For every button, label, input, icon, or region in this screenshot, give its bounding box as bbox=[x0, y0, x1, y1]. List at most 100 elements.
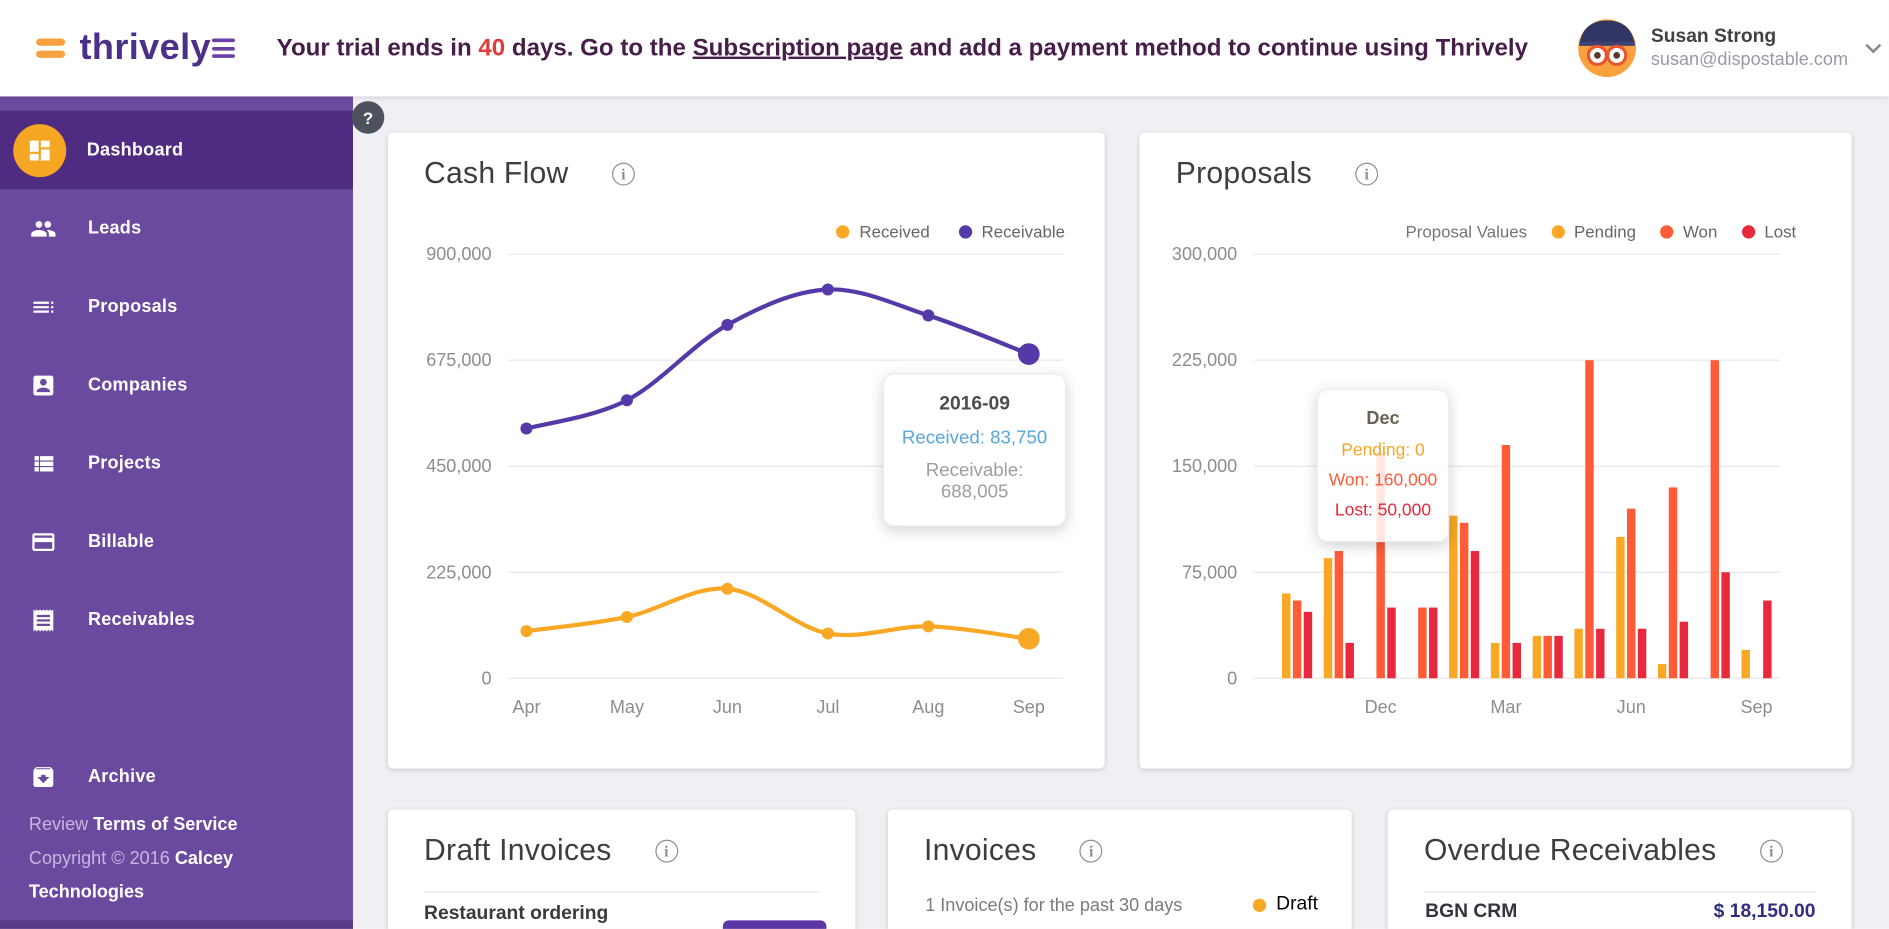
svg-text:Sep: Sep bbox=[1013, 697, 1045, 717]
dashboard-icon bbox=[13, 123, 67, 177]
trial-text: Your trial ends in bbox=[276, 34, 479, 61]
trial-banner: Your trial ends in 40 days. Go to the Su… bbox=[277, 0, 1528, 96]
tooltip-title: Dec bbox=[1366, 408, 1400, 429]
legend-item-lost[interactable]: Lost bbox=[1741, 222, 1796, 241]
legend-item-received[interactable]: Received bbox=[836, 222, 930, 241]
draft-invoice-row[interactable]: Restaurant ordering bbox=[424, 904, 608, 926]
sidebar-item-label: Archive bbox=[87, 766, 156, 787]
legend-text: Won bbox=[1682, 221, 1718, 241]
subscription-page-link[interactable]: Subscription page bbox=[692, 34, 903, 61]
user-email: susan@dispostable.com bbox=[1650, 49, 1849, 70]
menu-toggle-icon[interactable] bbox=[212, 35, 235, 62]
sidebar-item-label: Proposals bbox=[87, 296, 178, 317]
terms-of-service-line: Review Terms of Service bbox=[29, 808, 353, 842]
sidebar-item-label: Billable bbox=[87, 531, 155, 552]
sidebar-item-label: Leads bbox=[87, 218, 142, 239]
legend-item-won[interactable]: Won bbox=[1660, 222, 1717, 241]
terms-of-service-link[interactable]: Terms of Service bbox=[93, 814, 238, 835]
proposals-legend: Proposal Values Pending Won Lost bbox=[1405, 222, 1796, 241]
legend-text: Pending bbox=[1574, 221, 1636, 241]
chevron-down-icon[interactable] bbox=[1865, 42, 1882, 54]
svg-text:Mar: Mar bbox=[1490, 697, 1521, 717]
sidebar-item-projects[interactable]: Projects bbox=[0, 424, 353, 502]
sidebar-item-leads[interactable]: Leads bbox=[0, 189, 353, 267]
avatar[interactable] bbox=[1578, 19, 1637, 78]
tooltip-line: Won: 160,000 bbox=[1328, 471, 1438, 491]
proposals-title: Proposals bbox=[1175, 156, 1312, 191]
people-icon bbox=[31, 220, 56, 237]
pending-dot-icon bbox=[1551, 224, 1565, 238]
credit-card-icon bbox=[32, 532, 55, 551]
draft-invoice-name: Restaurant ordering bbox=[424, 903, 609, 925]
topbar: thrively Your trial ends in 40 days. Go … bbox=[0, 0, 1889, 97]
draft-invoice-button[interactable] bbox=[722, 920, 827, 929]
thrively-logo-icon bbox=[36, 38, 66, 58]
sidebar-item-receivables[interactable]: Receivables bbox=[0, 581, 353, 659]
user-info: Susan Strong susan@dispostable.com bbox=[1651, 25, 1848, 71]
svg-text:May: May bbox=[610, 697, 644, 717]
tooltip-line: Lost: 50,000 bbox=[1334, 501, 1432, 521]
sidebar-item-companies[interactable]: Companies bbox=[0, 346, 353, 424]
tooltip-line: Receivable: 688,005 bbox=[925, 460, 1024, 503]
sidebar-footer: Review Terms of Service Copyright © 2016… bbox=[29, 808, 353, 909]
contact-card-icon bbox=[33, 374, 54, 395]
info-icon[interactable] bbox=[654, 839, 678, 863]
sidebar-item-label: Receivables bbox=[87, 609, 196, 631]
svg-text:Jun: Jun bbox=[713, 697, 742, 717]
sidebar-item-proposals[interactable]: Proposals bbox=[0, 267, 353, 345]
legend-text: Lost bbox=[1764, 221, 1797, 241]
sidebar-item-label: Dashboard bbox=[86, 139, 184, 161]
receivable-amount: $ 18,150.00 bbox=[1713, 901, 1816, 922]
overdue-receivables-card: Overdue Receivables BGN CRM $ 18,150.00 bbox=[1387, 809, 1852, 929]
legend-item-receivable[interactable]: Receivable bbox=[958, 222, 1065, 241]
sidebar-item-archive[interactable]: Archive bbox=[0, 737, 353, 815]
tooltip-line: Received: 83,750 bbox=[901, 427, 1048, 449]
invoices-summary: 1 Invoice(s) for the past 30 days bbox=[925, 894, 1183, 915]
info-icon[interactable] bbox=[1079, 839, 1103, 863]
user-name: Susan Strong bbox=[1650, 26, 1777, 47]
svg-text:0: 0 bbox=[481, 668, 491, 688]
svg-text:Dec: Dec bbox=[1365, 697, 1397, 717]
trial-text: days. Go to the bbox=[505, 34, 693, 61]
svg-text:675,000: 675,000 bbox=[426, 350, 491, 370]
receivable-dot-icon bbox=[958, 224, 972, 238]
svg-text:Aug: Aug bbox=[912, 697, 944, 717]
invoices-card: Invoices 1 Invoice(s) for the past 30 da… bbox=[887, 809, 1352, 929]
svg-text:Jul: Jul bbox=[816, 697, 839, 717]
logo[interactable]: thrively bbox=[36, 0, 211, 96]
won-dot-icon bbox=[1660, 224, 1674, 238]
sidebar-item-label: Companies bbox=[87, 374, 188, 396]
draft-dot-icon bbox=[1253, 898, 1267, 912]
help-badge[interactable]: ? bbox=[351, 101, 385, 134]
svg-text:Jun: Jun bbox=[1617, 697, 1646, 717]
legend-item-draft[interactable]: Draft bbox=[1253, 894, 1318, 916]
sidebar-item-label: Projects bbox=[87, 452, 162, 474]
info-icon[interactable] bbox=[1355, 162, 1379, 186]
sidebar-bottom-strip bbox=[0, 920, 353, 929]
info-icon[interactable] bbox=[611, 162, 635, 186]
cash-flow-tooltip: 2016-09 Received: 83,750 Receivable: 688… bbox=[883, 373, 1067, 527]
sidebar-item-billable[interactable]: Billable bbox=[0, 502, 353, 580]
overdue-receivable-row[interactable]: BGN CRM $ 18,150.00 bbox=[1425, 901, 1815, 923]
svg-text:300,000: 300,000 bbox=[1172, 244, 1237, 264]
user-menu[interactable]: Susan Strong susan@dispostable.com bbox=[1578, 0, 1882, 96]
svg-text:225,000: 225,000 bbox=[1172, 350, 1237, 370]
receivable-company: BGN CRM bbox=[1425, 901, 1518, 922]
dashboard-content: Cash Flow Received Receivable 0 225,000 45… bbox=[352, 96, 1889, 929]
svg-text:Apr: Apr bbox=[512, 697, 540, 717]
proposals-tooltip: Dec Pending: 0 Won: 160,000 Lost: 50,000 bbox=[1316, 389, 1450, 543]
legend-text: Draft bbox=[1276, 893, 1318, 915]
invoices-title: Invoices bbox=[924, 833, 1037, 868]
receipt-icon bbox=[33, 608, 54, 631]
divider bbox=[1423, 891, 1816, 893]
received-dot-icon bbox=[836, 224, 850, 238]
tooltip-line: Pending: 0 bbox=[1341, 440, 1425, 461]
cash-flow-title: Cash Flow bbox=[424, 156, 569, 191]
sidebar-item-dashboard[interactable]: Dashboard bbox=[0, 110, 353, 190]
cash-flow-card: Cash Flow Received Receivable 0 225,000 45… bbox=[387, 132, 1105, 769]
info-icon[interactable] bbox=[1759, 839, 1783, 863]
review-prefix: Review bbox=[28, 814, 94, 835]
draft-invoices-title: Draft Invoices bbox=[424, 833, 612, 868]
legend-item-pending[interactable]: Pending bbox=[1551, 222, 1636, 241]
